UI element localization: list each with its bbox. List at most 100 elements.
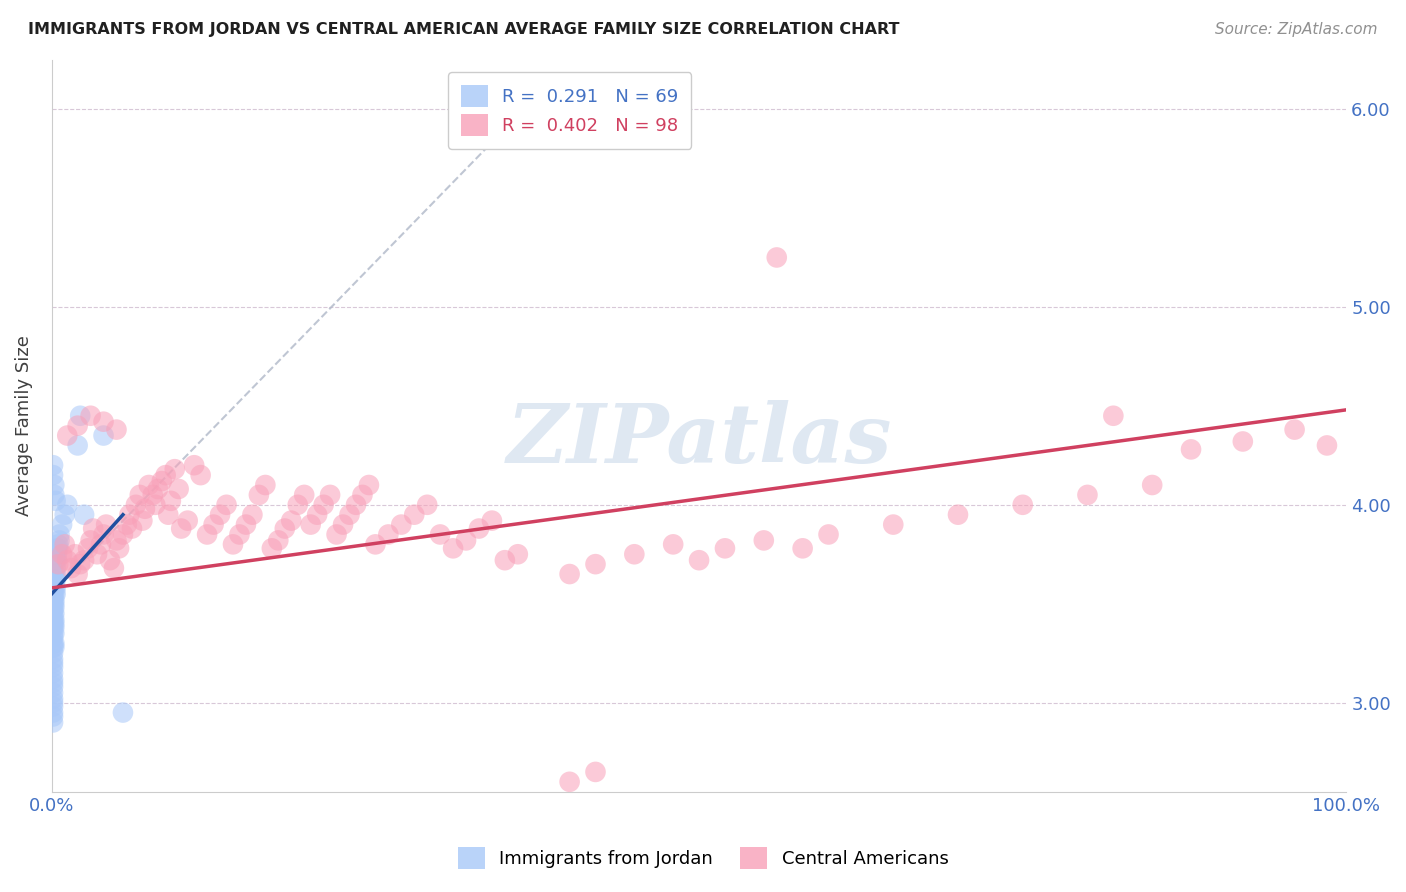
Point: [429, 527, 451, 541]
Point: [93, 428, 115, 442]
Point: [86, 547, 108, 561]
Point: [688, 553, 710, 567]
Point: [377, 527, 399, 541]
Point: [131, 514, 153, 528]
Point: [42, 706, 65, 720]
Point: [79, 533, 101, 548]
Point: [42, 468, 65, 483]
Point: [307, 508, 329, 522]
Text: IMMIGRANTS FROM JORDAN VS CENTRAL AMERICAN AVERAGE FAMILY SIZE CORRELATION CHART: IMMIGRANTS FROM JORDAN VS CENTRAL AMERIC…: [28, 22, 900, 37]
Point: [332, 517, 354, 532]
Point: [222, 537, 245, 551]
Point: [42, 640, 65, 655]
Point: [98, 553, 121, 567]
Point: [44, 616, 66, 631]
Point: [42, 696, 65, 710]
Point: [125, 498, 148, 512]
Point: [339, 508, 361, 522]
Point: [143, 498, 166, 512]
Point: [42, 680, 65, 694]
Point: [44, 567, 66, 582]
Point: [42, 709, 65, 723]
Point: [44, 478, 66, 492]
Point: [325, 527, 347, 541]
Point: [42, 676, 65, 690]
Point: [176, 514, 198, 528]
Point: [42, 715, 65, 730]
Point: [146, 482, 169, 496]
Point: [44, 600, 66, 615]
Point: [108, 541, 131, 556]
Point: [441, 541, 464, 556]
Point: [42, 656, 65, 670]
Point: [344, 498, 367, 512]
Point: [242, 508, 264, 522]
Point: [42, 613, 65, 627]
Point: [585, 557, 607, 571]
Point: [44, 488, 66, 502]
Point: [42, 626, 65, 640]
Point: [817, 527, 839, 541]
Text: ZIPatlas: ZIPatlas: [506, 401, 891, 480]
Point: [215, 498, 238, 512]
Point: [44, 573, 66, 587]
Point: [128, 488, 150, 502]
Point: [1011, 498, 1033, 512]
Point: [416, 498, 439, 512]
Point: [73, 508, 96, 522]
Point: [494, 553, 516, 567]
Point: [1180, 442, 1202, 457]
Point: [42, 672, 65, 686]
Point: [235, 517, 257, 532]
Point: [42, 652, 65, 666]
Point: [42, 458, 65, 473]
Point: [44, 636, 66, 650]
Point: [142, 488, 165, 502]
Point: [299, 517, 322, 532]
Point: [287, 498, 309, 512]
Point: [73, 553, 96, 567]
Point: [42, 699, 65, 714]
Point: [352, 488, 374, 502]
Point: [260, 541, 283, 556]
Point: [42, 660, 65, 674]
Point: [45, 581, 67, 595]
Point: [94, 517, 117, 532]
Point: [48, 527, 70, 541]
Point: [312, 498, 335, 512]
Point: [946, 508, 969, 522]
Point: [42, 587, 65, 601]
Point: [1140, 478, 1163, 492]
Point: [357, 478, 380, 492]
Legend: R =  0.291   N = 69, R =  0.402   N = 98: R = 0.291 N = 69, R = 0.402 N = 98: [449, 72, 692, 149]
Point: [882, 517, 904, 532]
Point: [44, 597, 66, 611]
Point: [42, 636, 65, 650]
Point: [585, 764, 607, 779]
Point: [404, 508, 426, 522]
Point: [79, 409, 101, 423]
Point: [42, 631, 65, 645]
Point: [42, 607, 65, 621]
Point: [163, 462, 186, 476]
Point: [44, 613, 66, 627]
Point: [45, 573, 67, 587]
Point: [45, 561, 67, 575]
Point: [752, 533, 775, 548]
Point: [468, 522, 491, 536]
Point: [121, 522, 143, 536]
Point: [274, 522, 297, 536]
Point: [56, 553, 79, 567]
Point: [195, 527, 218, 541]
Point: [44, 626, 66, 640]
Point: [66, 418, 89, 433]
Point: [209, 508, 232, 522]
Point: [63, 547, 86, 561]
Point: [105, 533, 128, 548]
Point: [66, 567, 89, 582]
Point: [765, 251, 787, 265]
Point: [111, 706, 134, 720]
Point: [228, 527, 250, 541]
Point: [42, 691, 65, 706]
Point: [1232, 434, 1254, 449]
